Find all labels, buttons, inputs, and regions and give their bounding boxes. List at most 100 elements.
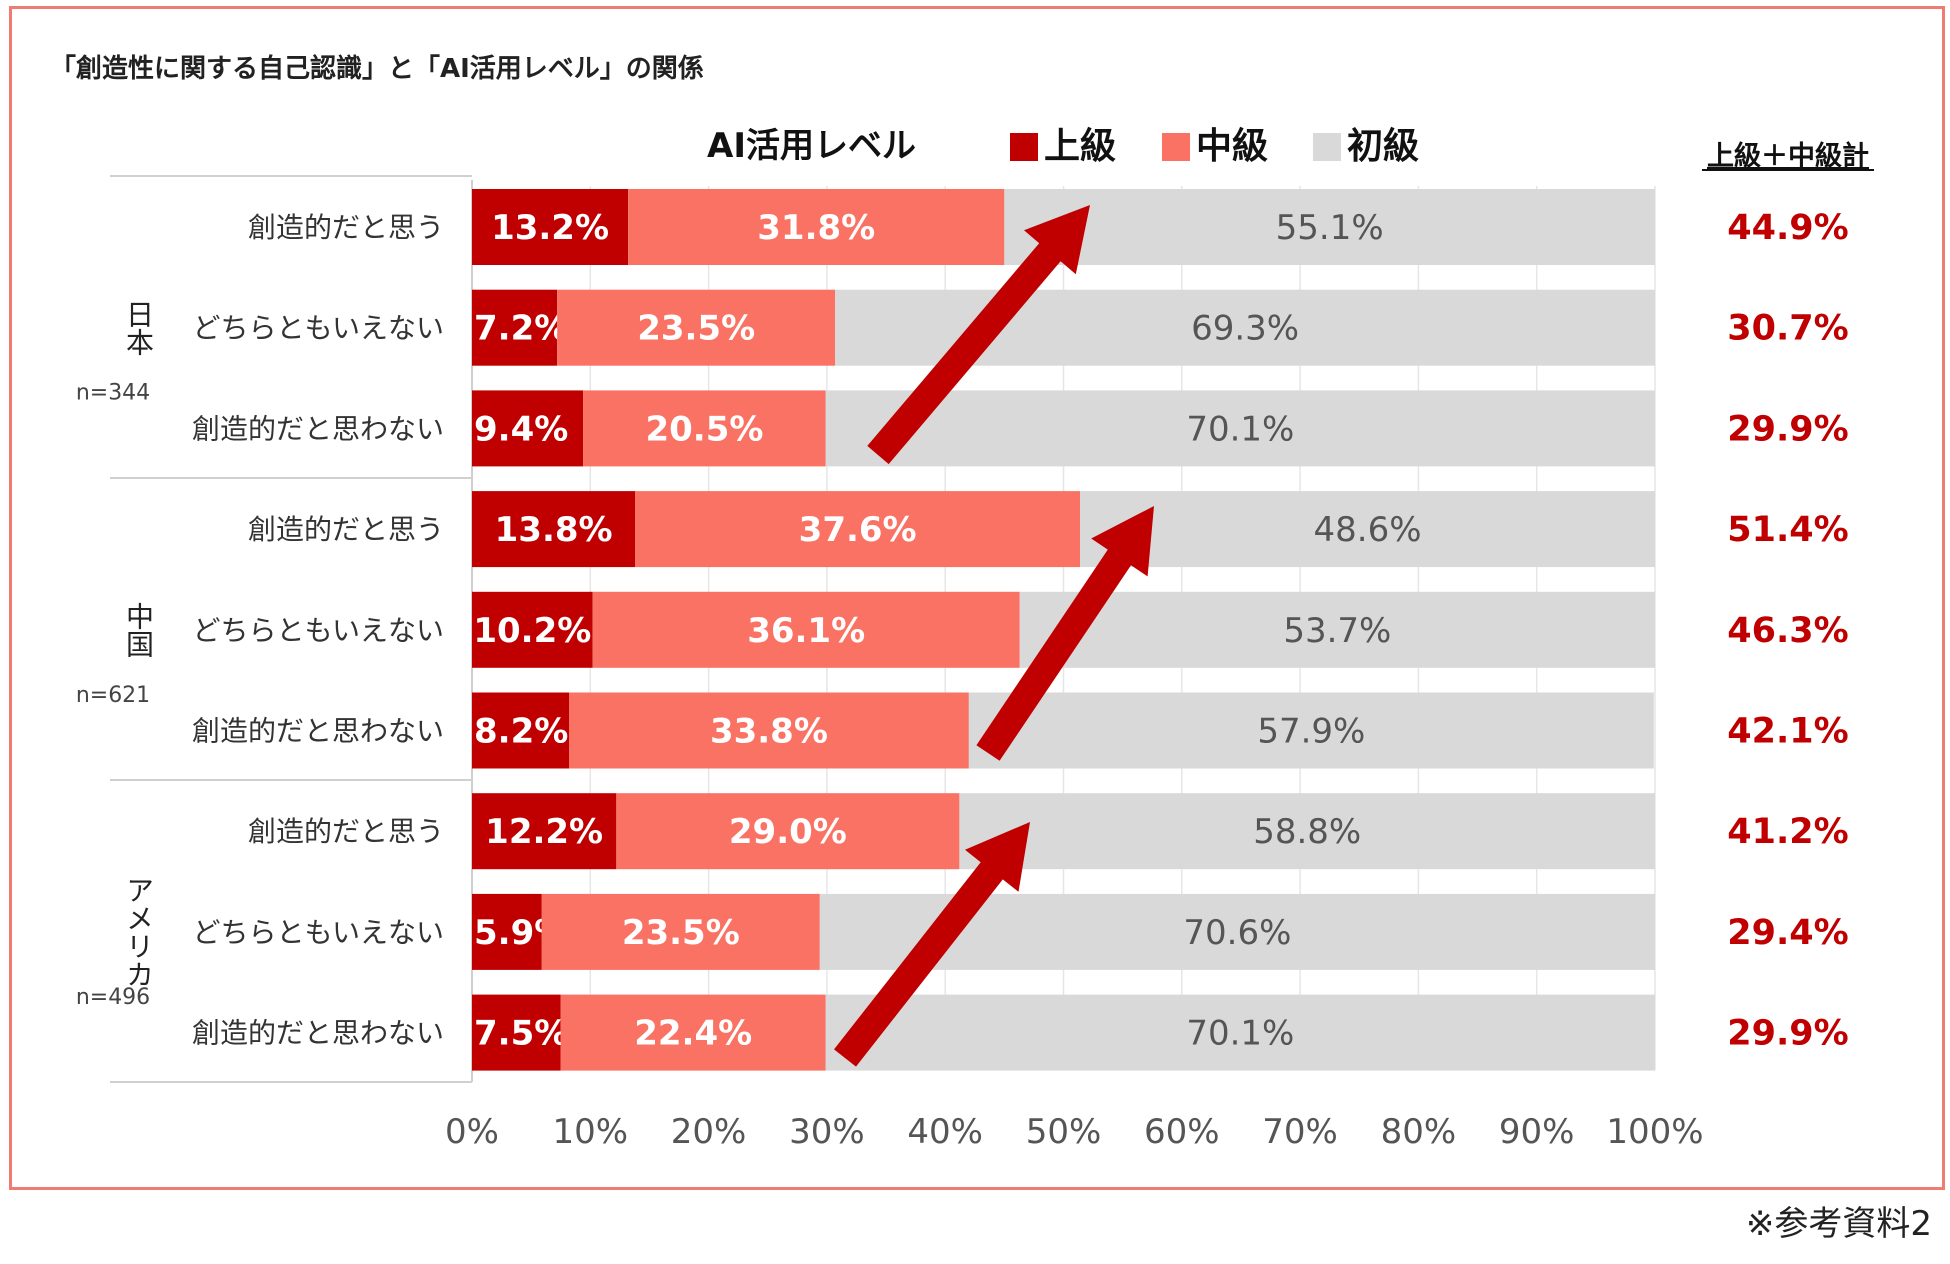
group-name: アメリカ [122, 876, 155, 988]
bar-segment-中級 [560, 994, 826, 1071]
bar-segment-中級 [616, 793, 960, 870]
data-label: 37.6% [799, 510, 917, 550]
bar-segment-中級 [592, 591, 1020, 668]
bar-segment-中級 [583, 390, 826, 467]
data-label: 13.8% [495, 510, 613, 550]
data-label: 13.2% [491, 208, 609, 248]
total-header: 上級＋中級計 [1707, 140, 1869, 172]
legend-title: AI活用レベル [707, 126, 916, 166]
x-tick-label: 60% [1144, 1112, 1220, 1152]
x-tick-label: 10% [553, 1112, 629, 1152]
bar-segment-初級 [959, 793, 1655, 870]
data-label: 7.5% [474, 1014, 568, 1054]
data-label: 70.1% [1186, 409, 1294, 449]
data-label: 23.5% [637, 309, 755, 349]
x-tick-label: 40% [907, 1112, 983, 1152]
data-label: 20.5% [645, 409, 763, 449]
row-label: どちらともいえない [193, 312, 444, 345]
group-n: n=344 [76, 381, 150, 406]
x-tick-label: 0% [445, 1112, 499, 1152]
bar-segment-中級 [628, 189, 1005, 265]
total-value: 46.3% [1727, 611, 1848, 651]
bar-segment-中級 [541, 893, 820, 970]
bar-segment-初級 [1080, 491, 1655, 568]
data-label: 9.4% [474, 409, 568, 449]
total-value: 44.9% [1727, 208, 1848, 248]
chart-title: 「創造性に関する自己認識」と「AI活用レベル」の関係 [50, 53, 704, 84]
bar-segment-上級 [472, 692, 570, 769]
bar-segment-上級 [472, 994, 561, 1071]
chart-frame [9, 6, 1945, 1190]
group-n: n=621 [76, 683, 150, 708]
total-value: 29.9% [1727, 409, 1848, 449]
total-value: 51.4% [1727, 510, 1848, 550]
legend-label-2: 初級 [1347, 126, 1419, 167]
row-label: 創造的だと思う [248, 513, 444, 546]
total-value: 42.1% [1727, 712, 1848, 752]
row-label: 創造的だと思わない [192, 715, 444, 748]
legend-label-1: 中級 [1196, 126, 1268, 167]
data-label: 53.7% [1283, 611, 1391, 651]
data-label: 12.2% [485, 812, 603, 852]
data-label: 69.3% [1191, 309, 1299, 349]
x-tick-label: 100% [1606, 1112, 1703, 1152]
x-tick-label: 90% [1499, 1112, 1575, 1152]
data-label: 23.5% [622, 913, 740, 953]
bar-segment-上級 [472, 390, 584, 467]
row-label: 創造的だと思わない [192, 412, 444, 445]
data-label: 31.8% [757, 208, 875, 248]
bar-segment-上級 [472, 491, 636, 568]
trend-arrow-icon [976, 506, 1154, 761]
x-tick-label: 20% [671, 1112, 747, 1152]
row-label: どちらともいえない [193, 614, 444, 647]
footnote: ※参考資料2 [1745, 1204, 1932, 1244]
bar-segment-上級 [472, 189, 629, 265]
legend-swatch-1 [1162, 133, 1190, 161]
data-label: 10.2% [473, 611, 591, 651]
x-tick-label: 50% [1026, 1112, 1102, 1152]
data-label: 7.2% [474, 309, 568, 349]
bar-segment-上級 [472, 289, 558, 366]
data-label: 8.2% [474, 712, 568, 752]
total-value: 30.7% [1727, 309, 1848, 349]
group-name: 日本 [122, 300, 155, 356]
data-label: 70.6% [1183, 913, 1291, 953]
data-label: 48.6% [1314, 510, 1422, 550]
data-label: 58.8% [1253, 812, 1361, 852]
legend-swatch-2 [1313, 133, 1341, 161]
data-label: 55.1% [1276, 208, 1384, 248]
bar-segment-中級 [569, 692, 969, 769]
x-tick-label: 80% [1381, 1112, 1457, 1152]
bar-segment-初級 [1019, 591, 1655, 668]
data-label: 22.4% [634, 1014, 752, 1054]
legend-label-0: 上級 [1044, 126, 1116, 167]
bar-segment-初級 [825, 994, 1655, 1071]
x-tick-label: 30% [789, 1112, 865, 1152]
bar-segment-上級 [472, 793, 617, 870]
total-value: 29.9% [1727, 1014, 1848, 1054]
bar-segment-初級 [1004, 189, 1655, 265]
group-name: 中国 [122, 601, 155, 657]
group-n: n=496 [76, 985, 150, 1010]
row-label: どちらともいえない [193, 916, 444, 949]
data-label: 70.1% [1186, 1014, 1294, 1054]
x-tick-label: 70% [1262, 1112, 1338, 1152]
bar-segment-上級 [472, 591, 593, 668]
bar-segment-初級 [825, 390, 1655, 467]
trend-arrow-icon [834, 822, 1030, 1067]
data-label: 57.9% [1257, 712, 1365, 752]
bar-segment-初級 [968, 692, 1654, 769]
data-label: 33.8% [710, 712, 828, 752]
total-value: 41.2% [1727, 812, 1848, 852]
bar-segment-中級 [557, 289, 836, 366]
row-label: 創造的だと思わない [192, 1017, 444, 1050]
row-label: 創造的だと思う [248, 815, 444, 848]
bar-segment-中級 [635, 491, 1081, 568]
legend-swatch-0 [1010, 133, 1038, 161]
data-label: 29.0% [729, 812, 847, 852]
trend-arrow-icon [867, 205, 1090, 465]
total-value: 29.4% [1727, 913, 1848, 953]
row-label: 創造的だと思う [248, 211, 444, 244]
bar-segment-上級 [472, 893, 542, 970]
